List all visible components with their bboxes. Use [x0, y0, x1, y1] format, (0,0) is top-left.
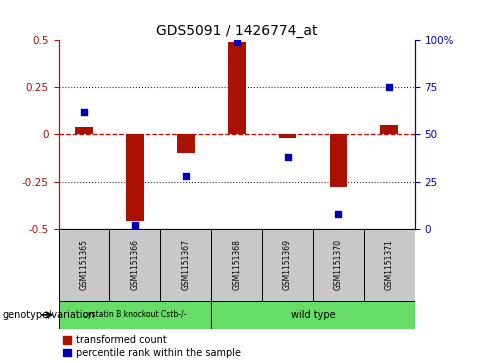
Text: GSM1151371: GSM1151371 — [385, 240, 394, 290]
Bar — [75, 127, 93, 134]
Bar — [329, 134, 347, 187]
Bar — [279, 134, 297, 138]
Text: GSM1151365: GSM1151365 — [80, 240, 88, 290]
Point — [182, 173, 190, 179]
Point — [386, 84, 393, 90]
Point — [131, 222, 139, 228]
Text: GSM1151370: GSM1151370 — [334, 240, 343, 290]
Point — [284, 154, 291, 160]
Bar — [177, 134, 195, 153]
Text: GSM1151367: GSM1151367 — [181, 240, 190, 290]
Title: GDS5091 / 1426774_at: GDS5091 / 1426774_at — [156, 24, 317, 37]
Bar — [364, 229, 415, 301]
Bar — [313, 229, 364, 301]
Text: genotype/variation: genotype/variation — [2, 310, 95, 320]
Bar — [262, 229, 313, 301]
Bar — [211, 229, 262, 301]
Text: cystatin B knockout Cstb-/-: cystatin B knockout Cstb-/- — [83, 310, 186, 319]
Bar — [126, 134, 144, 221]
Bar — [381, 125, 398, 134]
Point — [233, 39, 241, 45]
Legend: transformed count, percentile rank within the sample: transformed count, percentile rank withi… — [63, 335, 241, 358]
Bar — [59, 301, 211, 329]
Text: GSM1151366: GSM1151366 — [130, 240, 140, 290]
Bar — [211, 301, 415, 329]
Point — [80, 109, 88, 115]
Bar — [228, 42, 245, 134]
Bar — [109, 229, 161, 301]
Bar — [59, 229, 109, 301]
Text: GSM1151369: GSM1151369 — [283, 240, 292, 290]
Point — [335, 211, 343, 216]
Text: GSM1151368: GSM1151368 — [232, 240, 241, 290]
Text: wild type: wild type — [291, 310, 335, 320]
Bar — [161, 229, 211, 301]
